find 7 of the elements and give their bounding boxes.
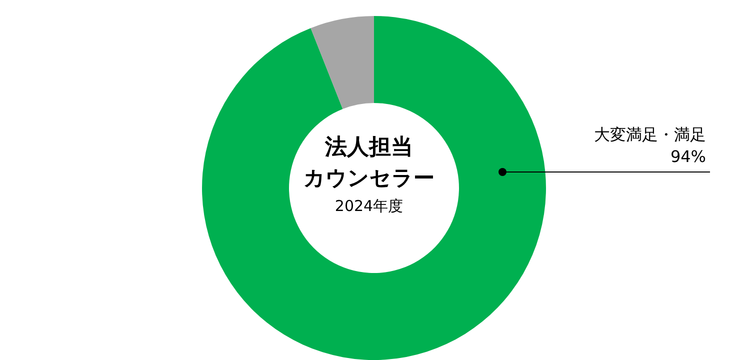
text: 2024年度 bbox=[334, 197, 404, 216]
slice-label: 大変満足・満足 bbox=[594, 125, 706, 144]
text: カウンセラー bbox=[302, 165, 436, 192]
donut-slice bbox=[202, 16, 546, 360]
text: 法人担当 bbox=[324, 134, 414, 162]
data-label: 94% bbox=[670, 147, 706, 166]
donut-slice bbox=[310, 16, 374, 109]
